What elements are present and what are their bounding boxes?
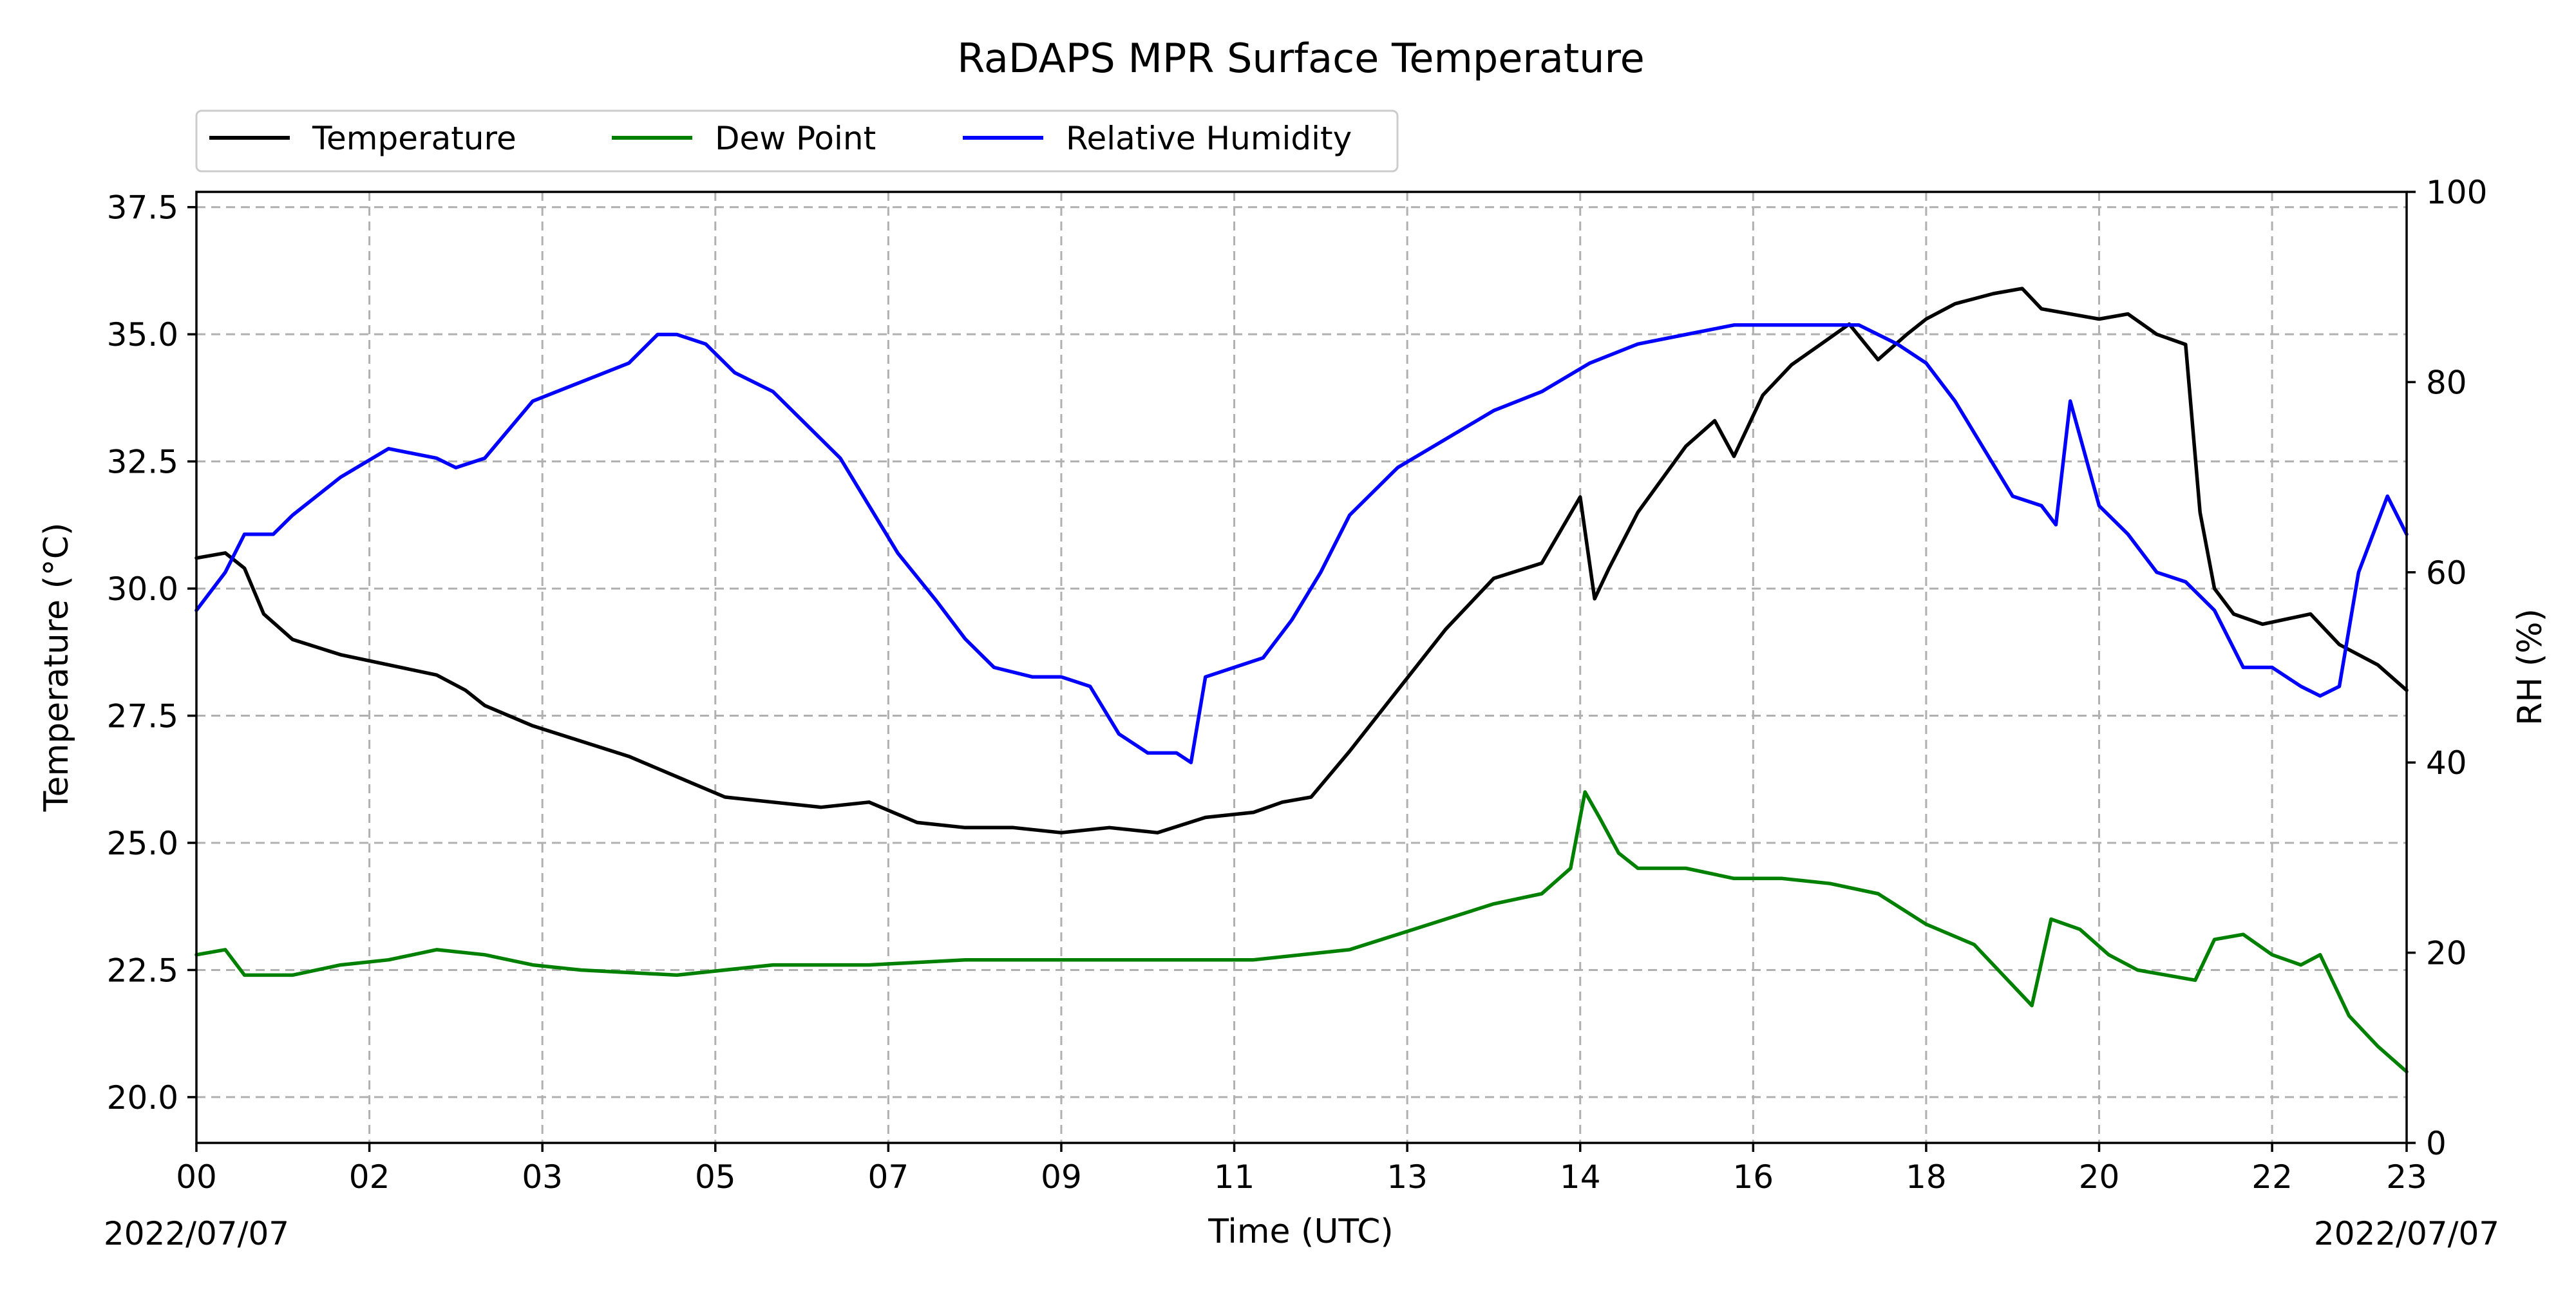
y2-axis-label: RH (%) bbox=[2511, 608, 2550, 726]
y2-tick-label: 0 bbox=[2426, 1125, 2447, 1162]
x-tick-label: 23 bbox=[2386, 1158, 2427, 1196]
y-tick-label: 37.5 bbox=[107, 189, 178, 227]
x-tick-label: 09 bbox=[1041, 1158, 1082, 1196]
x-tick-label: 11 bbox=[1214, 1158, 1255, 1196]
grid bbox=[195, 192, 2408, 1143]
x-tick-label: 14 bbox=[1560, 1158, 1601, 1196]
x-tick-label: 18 bbox=[1906, 1158, 1947, 1196]
x-tick-label: 22 bbox=[2251, 1158, 2293, 1196]
chart-title: RaDAPS MPR Surface Temperature bbox=[957, 35, 1645, 82]
x-axis-label: Time (UTC) bbox=[1208, 1212, 1393, 1251]
legend-label-dew-point: Dew Point bbox=[715, 120, 876, 157]
y-tick-label: 27.5 bbox=[107, 698, 178, 735]
x-tick-label: 20 bbox=[2079, 1158, 2120, 1196]
x-tick-label: 05 bbox=[695, 1158, 736, 1196]
y2-tick-label: 100 bbox=[2426, 174, 2487, 211]
x-tick-label: 13 bbox=[1387, 1158, 1428, 1196]
temperature-series-line bbox=[194, 287, 2409, 834]
dew-point-series-line bbox=[194, 790, 2409, 1074]
x-tick-label: 03 bbox=[522, 1158, 563, 1196]
y-tick-label: 35.0 bbox=[107, 316, 178, 353]
y2-tick-label: 60 bbox=[2426, 554, 2467, 592]
y2-tick-label: 40 bbox=[2426, 744, 2467, 782]
plot-frame bbox=[195, 191, 2408, 1144]
y-tick-label: 22.5 bbox=[107, 952, 178, 989]
axis-ticks: 00 02 03 05 07 09 11 13 14 16 18 20 22 23 20.0 22.5 25.0… bbox=[107, 174, 2488, 1196]
date-label-left: 2022/07/07 bbox=[104, 1215, 289, 1252]
x-tick-label: 00 bbox=[176, 1158, 217, 1196]
y-tick-label: 25.0 bbox=[107, 825, 178, 862]
y-tick-label: 20.0 bbox=[107, 1079, 178, 1117]
y-axis-label: Temperature (°C) bbox=[37, 523, 76, 813]
relative-humidity-series-line bbox=[194, 323, 2409, 764]
legend: Temperature Dew Point Relative Humidity bbox=[195, 109, 1399, 173]
x-tick-label: 02 bbox=[349, 1158, 390, 1196]
x-tick-label: 16 bbox=[1733, 1158, 1774, 1196]
y-tick-label: 32.5 bbox=[107, 444, 178, 481]
y2-tick-label: 20 bbox=[2426, 935, 2467, 972]
series-layer bbox=[194, 287, 2409, 1074]
legend-box bbox=[195, 109, 1399, 173]
date-label-right: 2022/07/07 bbox=[2314, 1215, 2499, 1252]
y-tick-label: 30.0 bbox=[107, 570, 178, 608]
x-tick-label: 07 bbox=[868, 1158, 909, 1196]
legend-label-relative-humidity: Relative Humidity bbox=[1066, 120, 1352, 157]
y2-tick-label: 80 bbox=[2426, 364, 2467, 401]
legend-label-temperature: Temperature bbox=[312, 120, 516, 157]
